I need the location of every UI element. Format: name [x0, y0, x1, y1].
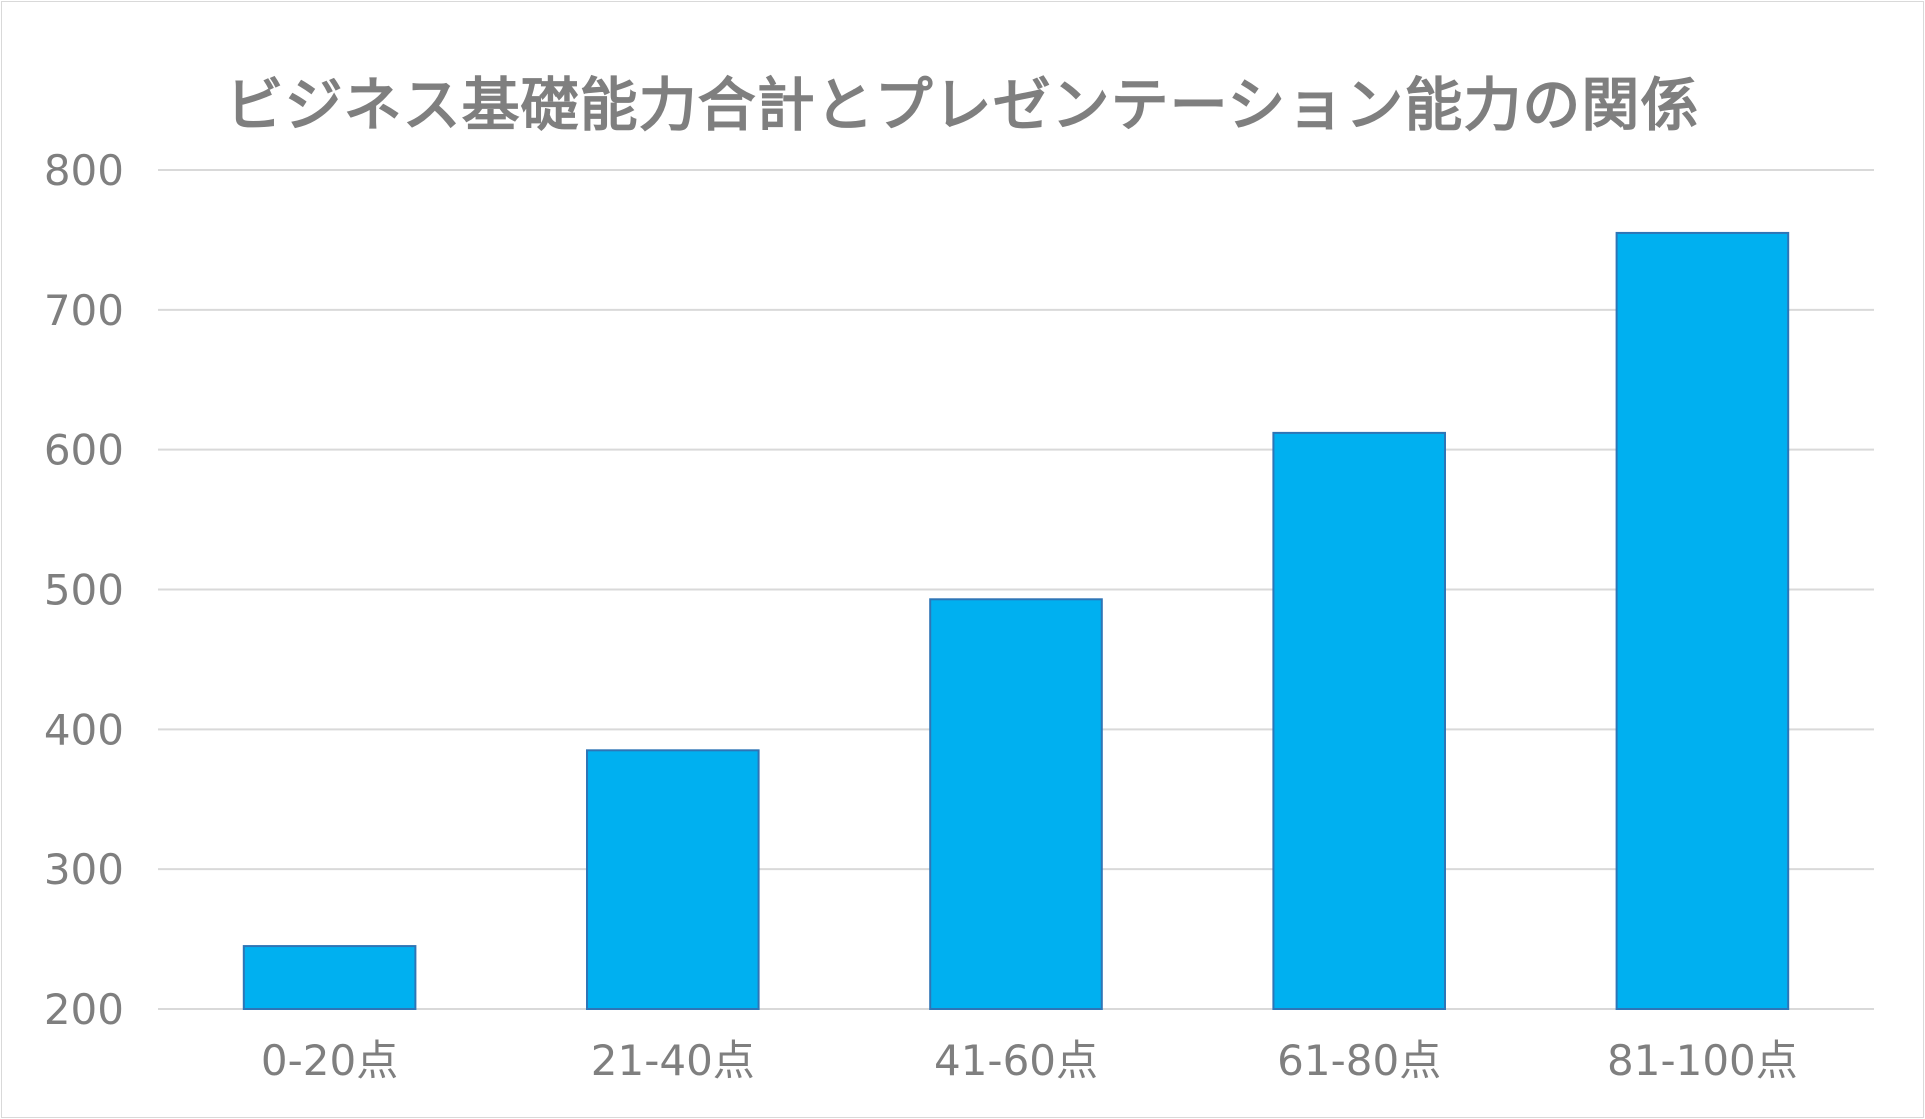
bar — [1272, 431, 1447, 1010]
y-tick-label: 600 — [44, 426, 124, 475]
bars — [242, 231, 1790, 1011]
x-tick-label: 0-20点 — [261, 1036, 398, 1085]
y-tick-label: 300 — [44, 845, 124, 894]
x-tick-label: 41-60点 — [934, 1036, 1098, 1085]
chart-title: ビジネス基礎能力合計とプレゼンテーション能力の関係 — [225, 71, 1700, 139]
bar — [242, 945, 417, 1011]
x-tick-label: 61-80点 — [1277, 1036, 1441, 1085]
x-tick-label: 81-100点 — [1607, 1036, 1798, 1085]
x-tick-label: 21-40点 — [591, 1036, 755, 1085]
y-tick-label: 800 — [44, 146, 124, 195]
y-tick-label: 500 — [44, 566, 124, 615]
y-tick-label: 700 — [44, 286, 124, 335]
y-axis-ticks: 200 300 400 500 600 700 800 — [44, 146, 124, 1034]
y-tick-label: 200 — [44, 985, 124, 1034]
bar — [1615, 231, 1790, 1011]
bar — [586, 749, 760, 1011]
bar — [929, 598, 1103, 1010]
x-axis-ticks: 0-20点 21-40点 41-60点 61-80点 81-100点 — [261, 1036, 1798, 1085]
y-tick-label: 400 — [44, 705, 124, 754]
